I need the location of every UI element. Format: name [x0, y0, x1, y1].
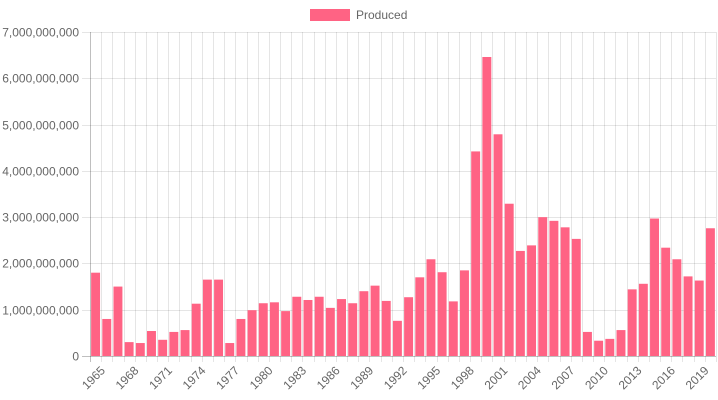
x-tick-label: 2016: [649, 363, 678, 392]
bar-2011[interactable]: [605, 338, 615, 356]
x-tick-label: 1983: [280, 363, 309, 392]
bar-2017[interactable]: [672, 259, 682, 356]
legend-label[interactable]: Produced: [356, 8, 408, 22]
bar-2012[interactable]: [616, 330, 626, 356]
bar-2005[interactable]: [538, 217, 548, 356]
legend-swatch[interactable]: [310, 9, 350, 21]
bar-1971[interactable]: [158, 339, 168, 356]
y-tick-label: 1,000,000,000: [2, 304, 79, 318]
y-tick-label: 7,000,000,000: [2, 26, 79, 40]
bar-1980[interactable]: [258, 303, 268, 356]
bar-1970[interactable]: [147, 331, 156, 356]
x-tick-label: 1971: [146, 363, 175, 392]
bar-1984[interactable]: [303, 299, 313, 356]
bar-1975[interactable]: [202, 279, 212, 356]
bar-2003[interactable]: [515, 250, 525, 356]
y-tick-label: 3,000,000,000: [2, 211, 79, 225]
bar-1965[interactable]: [91, 272, 101, 356]
bar-1979[interactable]: [247, 310, 257, 356]
bar-1978[interactable]: [236, 318, 246, 356]
bar-1981[interactable]: [269, 302, 279, 356]
bar-2020[interactable]: [705, 228, 715, 356]
bar-1994[interactable]: [415, 277, 425, 356]
bar-1997[interactable]: [448, 301, 458, 356]
bar-1995[interactable]: [426, 259, 436, 356]
bar-1989[interactable]: [359, 291, 369, 356]
x-tick-label: 1995: [415, 363, 444, 392]
x-tick-label: 2010: [582, 363, 611, 392]
x-tick-label: 1974: [180, 363, 209, 392]
bar-1968[interactable]: [124, 342, 134, 356]
x-tick-label: 1992: [381, 363, 410, 392]
x-tick-label: 1980: [247, 363, 276, 392]
bar-1977[interactable]: [225, 343, 235, 356]
x-tick-label: 1998: [448, 363, 477, 392]
bar-2009[interactable]: [582, 331, 592, 356]
bar-1991[interactable]: [381, 300, 391, 356]
bar-1966[interactable]: [102, 318, 112, 356]
bar-1988[interactable]: [348, 303, 358, 356]
bar-1999[interactable]: [471, 151, 481, 356]
bar-2016[interactable]: [661, 247, 671, 356]
y-tick-label: 2,000,000,000: [2, 257, 79, 271]
bar-1990[interactable]: [370, 285, 380, 356]
y-tick-label: 0: [72, 350, 79, 364]
bar-2010[interactable]: [594, 340, 604, 356]
x-tick-label: 1989: [347, 363, 376, 392]
bar-2018[interactable]: [683, 276, 693, 356]
gridlines: [82, 32, 717, 362]
bar-1985[interactable]: [314, 296, 324, 356]
y-tick-label: 5,000,000,000: [2, 119, 79, 133]
bar-1976[interactable]: [214, 279, 224, 356]
bar-2006[interactable]: [549, 220, 559, 356]
y-tick-label: 6,000,000,000: [2, 72, 79, 86]
bar-1986[interactable]: [325, 307, 335, 356]
bar-2007[interactable]: [560, 227, 570, 356]
bar-2019[interactable]: [694, 280, 704, 356]
bar-2002[interactable]: [504, 203, 514, 356]
bar-1996[interactable]: [437, 272, 447, 356]
bar-1972[interactable]: [169, 331, 179, 356]
x-tick-label: 1977: [213, 363, 242, 392]
bar-2015[interactable]: [650, 218, 659, 356]
bar-2001[interactable]: [493, 134, 503, 356]
y-tick-label: 4,000,000,000: [2, 165, 79, 179]
bar-1974[interactable]: [191, 303, 201, 356]
bar-1967[interactable]: [113, 286, 123, 356]
x-tick-label: 2004: [515, 363, 544, 392]
x-tick-label: 2007: [549, 363, 578, 392]
y-axis-ticks: 0 1,000,000,000 2,000,000,000 3,000,000,000…: [2, 26, 79, 364]
x-tick-label: 1986: [314, 363, 343, 392]
x-tick-label: 2001: [482, 363, 511, 392]
bar-2014[interactable]: [638, 283, 648, 356]
bar-1973[interactable]: [180, 330, 190, 356]
bar-1969[interactable]: [135, 343, 145, 356]
x-tick-label: 1968: [113, 363, 142, 392]
bar-2008[interactable]: [571, 238, 581, 356]
x-tick-label: 2019: [683, 363, 712, 392]
bar-1982[interactable]: [281, 311, 291, 356]
x-axis-ticks: 1965 1968 1971 1974 1977 1980 1983 1986 1989 1992…: [79, 363, 712, 392]
x-tick-label: 1965: [79, 363, 108, 392]
bar-1993[interactable]: [404, 297, 414, 356]
bar-2004[interactable]: [527, 245, 537, 356]
bar-1998[interactable]: [460, 270, 469, 356]
bar-1992[interactable]: [392, 320, 402, 356]
bar-2013[interactable]: [627, 289, 637, 356]
bar-1987[interactable]: [337, 299, 346, 356]
bar-2000[interactable]: [482, 56, 492, 356]
x-tick-label: 2013: [616, 363, 645, 392]
bar-1983[interactable]: [292, 296, 302, 356]
bars: [91, 56, 715, 356]
